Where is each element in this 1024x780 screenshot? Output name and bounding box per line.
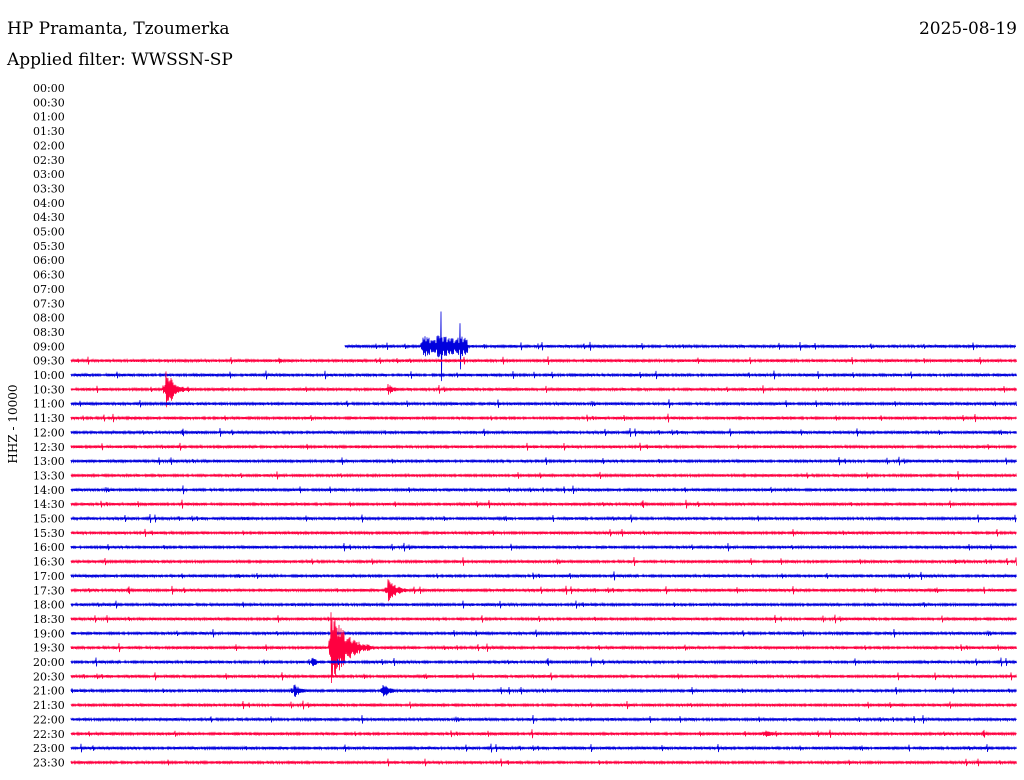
time-tick-label: 20:30: [33, 670, 65, 683]
time-tick-label: 05:30: [33, 240, 65, 253]
time-tick-label: 08:00: [33, 312, 65, 325]
time-tick-label: 12:30: [33, 441, 65, 454]
time-tick-label: 11:00: [33, 398, 65, 411]
time-tick-label: 06:30: [33, 269, 65, 282]
time-tick-label: 02:00: [33, 139, 65, 152]
time-tick-label: 23:00: [33, 742, 65, 755]
time-tick-label: 01:00: [33, 111, 65, 124]
time-tick-label: 18:00: [33, 599, 65, 612]
time-tick-label: 13:30: [33, 469, 65, 482]
time-tick-label: 03:30: [33, 182, 65, 195]
time-tick-label: 23:30: [33, 756, 65, 769]
time-tick-label: 16:00: [33, 541, 65, 554]
time-tick-label: 22:30: [33, 728, 65, 741]
time-tick-label: 07:00: [33, 283, 65, 296]
time-tick-label: 21:00: [33, 685, 65, 698]
time-tick-label: 05:00: [33, 226, 65, 239]
time-tick-label: 14:00: [33, 484, 65, 497]
time-tick-label: 17:00: [33, 570, 65, 583]
time-tick-label: 15:30: [33, 527, 65, 540]
time-tick-label: 19:00: [33, 627, 65, 640]
record-date: 2025-08-19: [918, 19, 1017, 39]
time-tick-label: 07:30: [33, 297, 65, 310]
time-tick-label: 16:30: [33, 556, 65, 569]
time-tick-label: 10:00: [33, 369, 65, 382]
time-tick-label: 03:00: [33, 168, 65, 181]
filter-label: Applied filter: WWSSN-SP: [7, 50, 233, 70]
time-tick-label: 21:30: [33, 699, 65, 712]
time-tick-label: 06:00: [33, 254, 65, 267]
time-tick-label: 04:00: [33, 197, 65, 210]
time-tick-label: 02:30: [33, 154, 65, 167]
time-tick-label: 12:00: [33, 426, 65, 439]
time-tick-label: 04:30: [33, 211, 65, 224]
time-tick-label: 20:00: [33, 656, 65, 669]
time-tick-label: 08:30: [33, 326, 65, 339]
time-tick-label: 22:00: [33, 713, 65, 726]
time-tick-label: 11:30: [33, 412, 65, 425]
time-tick-label: 13:00: [33, 455, 65, 468]
time-tick-label: 14:30: [33, 498, 65, 511]
station-title: HP Pramanta, Tzoumerka: [7, 19, 230, 39]
time-tick-label: 19:30: [33, 642, 65, 655]
time-tick-label: 15:00: [33, 513, 65, 526]
time-tick-label: 09:00: [33, 340, 65, 353]
time-tick-label: 01:30: [33, 125, 65, 138]
time-tick-label: 18:30: [33, 613, 65, 626]
time-tick-label: 10:30: [33, 383, 65, 396]
time-tick-label: 17:30: [33, 584, 65, 597]
time-tick-label: 00:00: [33, 82, 65, 95]
time-tick-label: 00:30: [33, 96, 65, 109]
time-tick-label: 09:30: [33, 355, 65, 368]
